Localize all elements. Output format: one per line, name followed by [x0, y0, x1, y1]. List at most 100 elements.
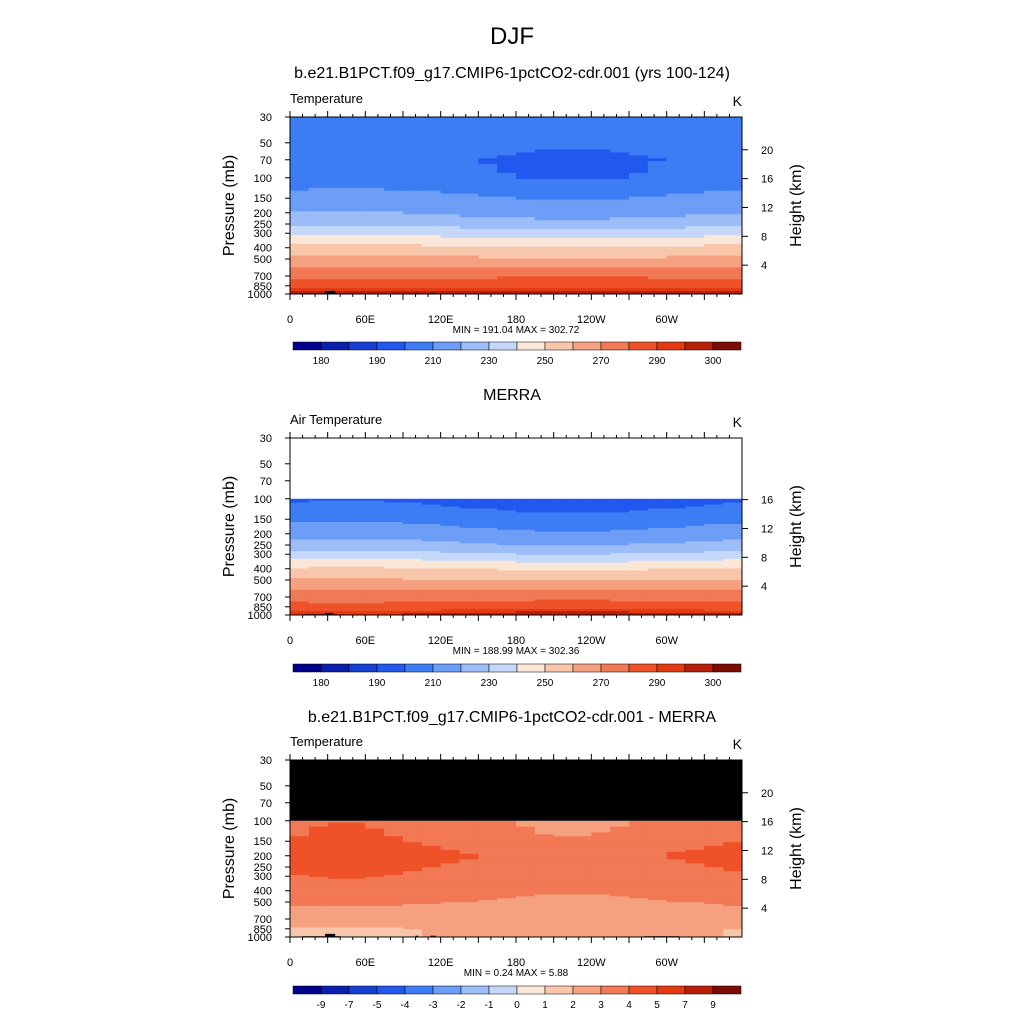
field-cell: [327, 875, 348, 878]
field-cell: [403, 566, 423, 570]
field-cell: [384, 240, 404, 245]
field-cell: [440, 547, 461, 550]
field-cell: [478, 844, 498, 847]
field-cell: [421, 871, 442, 874]
field-cell: [459, 282, 479, 286]
field-cell: [534, 152, 555, 156]
field-cell: [591, 562, 611, 566]
field-cell: [723, 867, 742, 870]
field-cell: [516, 576, 536, 579]
field-cell: [308, 929, 329, 932]
field-cell: [346, 512, 366, 515]
field-cell: [629, 279, 649, 283]
field-cell: [553, 553, 574, 556]
field-cell: [308, 564, 329, 568]
field-cell: [516, 595, 536, 599]
field-cell: [365, 847, 385, 851]
field-cell: [346, 911, 366, 915]
field-cell: [384, 506, 404, 510]
field-cell: [591, 551, 611, 554]
field-cell: [290, 214, 310, 218]
field-cell: [459, 558, 479, 562]
field-cell: [685, 888, 705, 892]
field-cell: [610, 539, 630, 542]
field-cell: [440, 258, 461, 263]
field-cell: [365, 512, 385, 515]
field-cell: [384, 252, 404, 257]
field-cell: [666, 913, 687, 917]
field-cell: [516, 196, 536, 201]
field-cell: [459, 855, 479, 859]
field-cell: [685, 551, 705, 554]
field-cell: [327, 193, 348, 198]
field-cell: [478, 240, 498, 245]
field-cell: [516, 288, 536, 292]
field-cell: [421, 578, 442, 581]
field-cell: [591, 202, 611, 207]
field-cell: [365, 146, 385, 151]
field-cell: [290, 892, 310, 895]
field-cell: [685, 208, 705, 212]
field-cell: [516, 261, 536, 266]
field-cell: [610, 865, 630, 868]
field-cell: [666, 861, 687, 864]
field-cell: [572, 867, 592, 870]
field-cell: [591, 170, 611, 174]
colorbar-box: [544, 341, 574, 351]
field-cell: [497, 605, 517, 608]
field-cell: [534, 516, 555, 519]
field-cell: [591, 125, 611, 130]
field-cell: [704, 898, 724, 901]
field-cell: [365, 576, 385, 579]
field-cell: [685, 255, 705, 260]
field-cell: [327, 834, 348, 837]
field-cell: [497, 892, 517, 895]
field-cell: [403, 892, 423, 895]
field-cell: [666, 199, 687, 204]
field-cell: [685, 252, 705, 257]
field-cell: [685, 549, 705, 552]
field-cell: [327, 500, 348, 504]
field-cell: [666, 264, 687, 269]
field-cell: [553, 205, 574, 210]
field-cell: [704, 249, 724, 254]
field-cell: [666, 498, 687, 502]
colorbar-box: [292, 663, 322, 673]
field-cell: [327, 562, 348, 566]
field-cell: [553, 246, 574, 251]
field-cell: [308, 122, 329, 127]
field-cell: [591, 907, 611, 911]
field-cell: [516, 535, 536, 539]
field-cell: [346, 240, 366, 245]
field-cell: [308, 140, 329, 145]
field-cell: [459, 892, 479, 895]
field-cell: [647, 832, 668, 835]
field-cell: [591, 522, 611, 525]
field-cell: [440, 576, 461, 579]
field-cell: [704, 931, 724, 934]
field-cell: [534, 240, 555, 245]
field-cell: [346, 155, 366, 159]
field-cell: [346, 202, 366, 207]
field-cell: [516, 249, 536, 254]
field-cell: [666, 906, 687, 909]
field-cell: [666, 161, 687, 165]
field-cell: [572, 888, 592, 892]
field-cell: [290, 255, 310, 260]
colorbar-box: [488, 341, 518, 351]
field-cell: [403, 595, 423, 599]
field-cell: [478, 535, 498, 539]
field-cell: [610, 223, 630, 227]
field-cell: [516, 502, 536, 506]
field-cell: [534, 585, 555, 589]
field-cell: [497, 863, 517, 866]
field-cell: [723, 137, 742, 142]
field-cell: [629, 243, 649, 248]
field-cell: [384, 873, 404, 876]
field-cell: [384, 285, 404, 289]
field-cell: [647, 134, 668, 139]
field-cell: [666, 915, 687, 919]
field-cell: [346, 181, 366, 186]
colorbar-label: 250: [537, 678, 554, 689]
field-cell: [497, 531, 517, 535]
